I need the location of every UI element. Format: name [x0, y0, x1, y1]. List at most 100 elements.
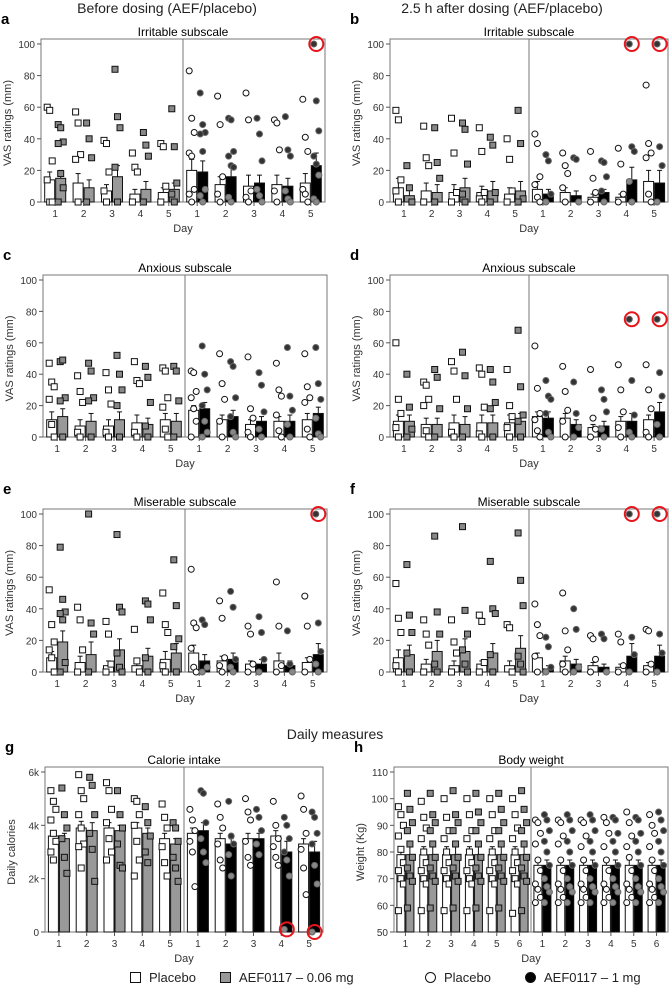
data-point-aef	[656, 369, 664, 377]
data-point-placebo	[478, 433, 486, 441]
data-point-aef	[83, 119, 91, 127]
data-point-placebo	[216, 121, 224, 129]
data-point-placebo	[301, 668, 309, 676]
data-point-aef	[313, 880, 321, 888]
data-point-aef	[517, 383, 525, 391]
data-point-aef	[201, 185, 209, 193]
y-tick-label: 0	[378, 433, 384, 444]
data-point-placebo	[162, 182, 170, 190]
data-point-aef	[311, 861, 319, 869]
data-point-placebo	[192, 624, 200, 632]
data-point-placebo	[486, 795, 494, 803]
data-point-placebo	[617, 638, 625, 646]
data-point-placebo	[108, 805, 115, 813]
data-point-aef	[570, 433, 578, 441]
data-point-aef	[283, 344, 291, 352]
data-point-aef	[563, 899, 571, 907]
data-point-aef	[114, 113, 121, 121]
data-point-aef	[255, 369, 263, 377]
data-point-placebo	[503, 424, 511, 432]
data-point-placebo	[244, 668, 252, 676]
panel-label: e	[3, 481, 11, 498]
data-point-aef	[229, 668, 237, 676]
data-point-placebo	[107, 660, 115, 668]
x-tick-label: 3	[111, 444, 117, 455]
data-point-placebo	[534, 819, 542, 827]
data-point-aef	[497, 840, 505, 848]
data-point-placebo	[422, 381, 430, 389]
panel-title: Irritable subscale	[484, 25, 575, 39]
data-point-placebo	[564, 646, 572, 654]
data-point-aef	[170, 143, 178, 151]
data-point-aef	[433, 608, 441, 616]
data-point-aef	[139, 128, 147, 136]
data-point-placebo	[642, 81, 650, 89]
data-point-placebo	[74, 668, 82, 676]
y-tick-label: 100	[367, 276, 384, 287]
data-point-aef	[431, 660, 439, 668]
data-point-aef	[199, 789, 207, 797]
data-point-aef	[227, 587, 235, 595]
data-point-aef	[142, 141, 150, 149]
data-point-aef	[312, 97, 320, 105]
data-point-placebo	[420, 848, 428, 856]
circle-white-icon	[425, 972, 436, 983]
data-point-placebo	[301, 133, 309, 141]
x-tick-label: 4	[624, 209, 630, 220]
header-before-dosing: Before dosing (AEF/placebo)	[77, 0, 257, 16]
data-point-aef	[198, 433, 206, 441]
data-point-aef	[285, 835, 293, 843]
data-point-placebo	[272, 853, 280, 861]
data-point-placebo	[244, 622, 252, 630]
data-point-aef	[260, 655, 268, 663]
data-point-placebo	[394, 614, 402, 622]
y-tick-label: 2k	[28, 875, 40, 886]
outlier-ring	[623, 311, 640, 328]
data-point-placebo	[130, 821, 138, 829]
data-point-placebo	[273, 119, 281, 127]
data-point-aef	[403, 904, 411, 912]
x-tick-label: 4	[608, 939, 614, 950]
data-point-placebo	[619, 662, 627, 670]
x-tick-label: 3	[251, 939, 257, 950]
data-point-aef	[118, 668, 126, 676]
data-point-placebo	[304, 147, 312, 155]
data-point-placebo	[216, 856, 224, 864]
data-point-aef	[85, 510, 93, 518]
data-point-aef	[454, 877, 462, 885]
data-point-aef	[572, 409, 580, 417]
bar-aef	[57, 641, 69, 673]
data-point-placebo	[448, 358, 455, 366]
data-point-placebo	[275, 622, 283, 630]
y-tick-label: 40	[373, 605, 385, 616]
data-point-placebo	[486, 907, 494, 915]
data-point-placebo	[214, 840, 222, 848]
data-point-placebo	[392, 580, 400, 588]
data-point-aef	[598, 187, 605, 195]
legend-placebo-square: Placebo	[130, 970, 196, 985]
data-point-placebo	[105, 787, 113, 795]
data-point-placebo	[478, 198, 486, 206]
data-point-placebo	[531, 342, 539, 350]
y-tick-label: 100	[371, 795, 388, 806]
data-point-placebo	[219, 824, 227, 832]
outlier-ring	[278, 921, 295, 938]
data-point-placebo	[187, 394, 195, 402]
data-point-aef	[454, 853, 462, 861]
x-tick-label: 3	[251, 209, 257, 220]
y-tick-label: 0	[31, 433, 37, 444]
data-point-aef	[656, 433, 664, 441]
data-point-aef	[519, 602, 527, 610]
data-point-aef	[403, 827, 411, 835]
x-tick-label: 1	[194, 209, 200, 220]
data-point-placebo	[531, 899, 539, 907]
data-point-placebo	[187, 565, 195, 573]
data-point-aef	[603, 408, 610, 416]
panel-title: Body weight	[498, 753, 564, 767]
data-point-placebo	[443, 813, 451, 821]
data-point-placebo	[133, 657, 141, 665]
data-point-aef	[230, 840, 238, 848]
data-point-aef	[491, 610, 499, 618]
data-point-aef	[653, 510, 661, 518]
data-point-aef	[144, 433, 152, 441]
